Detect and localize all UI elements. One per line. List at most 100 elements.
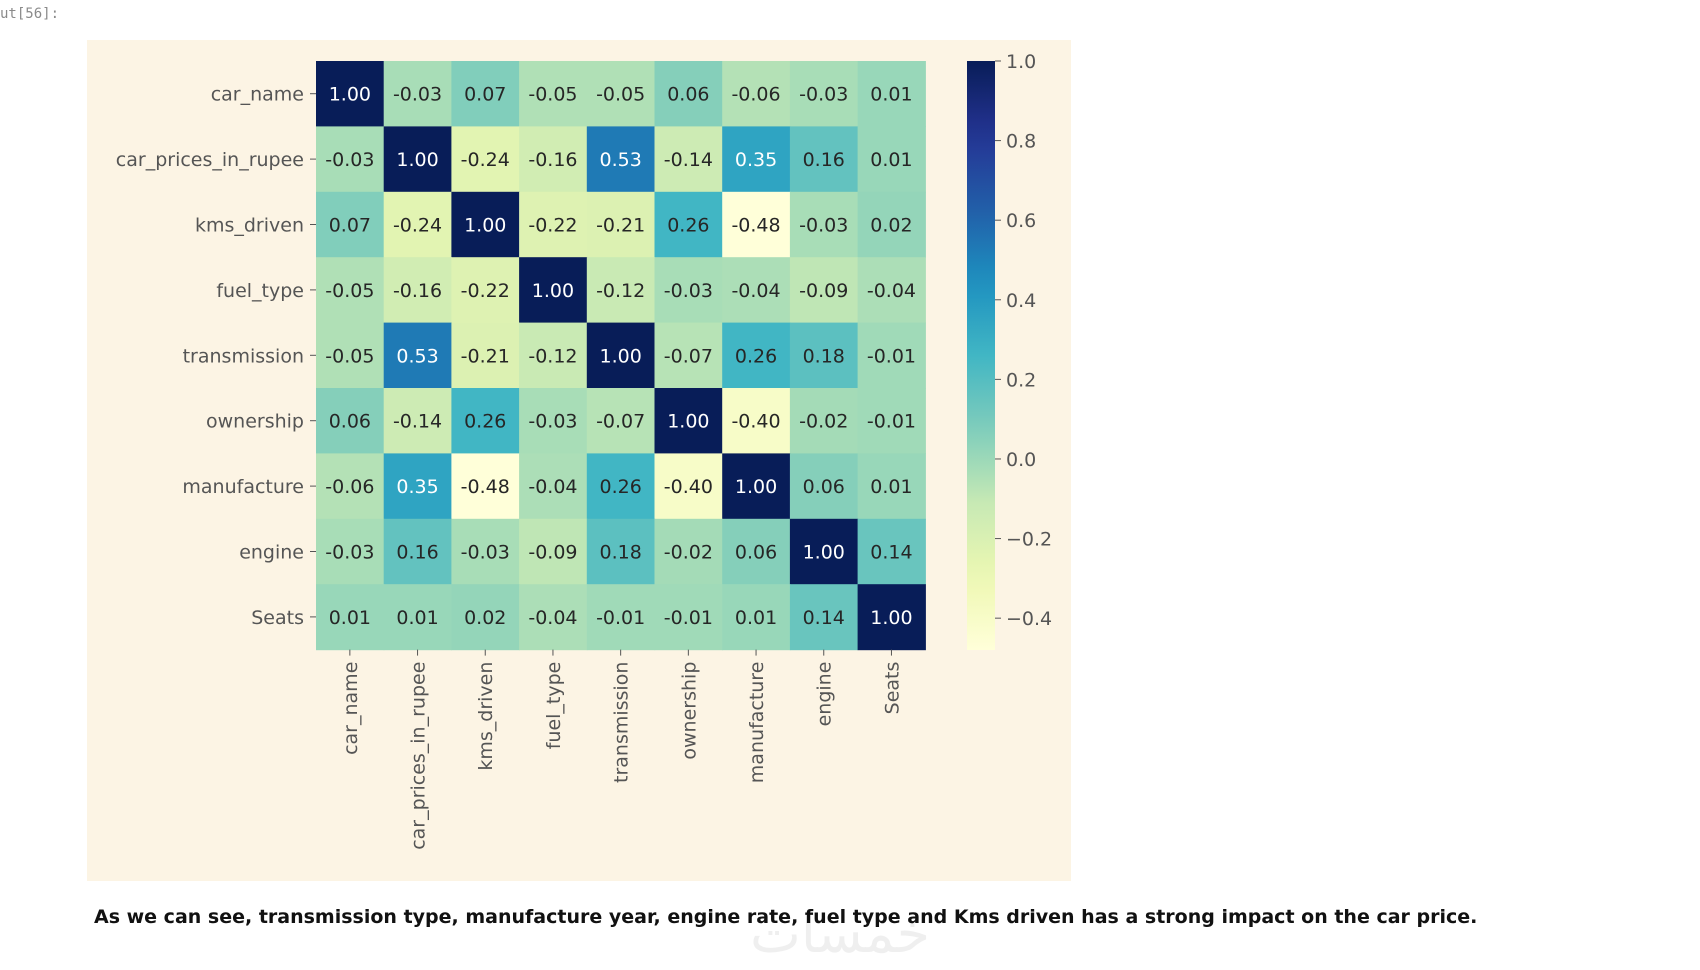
cell-annotation: -0.12 bbox=[596, 280, 645, 302]
cell-annotation: -0.03 bbox=[799, 84, 848, 106]
heatmap-cell bbox=[316, 453, 385, 520]
cell-annotation: 0.35 bbox=[735, 149, 777, 171]
cell-annotation: 0.26 bbox=[464, 411, 506, 433]
heatmap-cell bbox=[789, 322, 859, 389]
heatmap-cell bbox=[586, 191, 656, 258]
heatmap-cell bbox=[654, 453, 723, 520]
cell-annotation: 0.14 bbox=[803, 607, 845, 629]
heatmap-cell bbox=[654, 126, 723, 193]
cell-annotation: -0.24 bbox=[461, 149, 510, 171]
cell-annotation: -0.04 bbox=[528, 607, 577, 629]
heatmap-cell bbox=[586, 388, 656, 454]
y-tick-label: kms_driven bbox=[195, 215, 304, 237]
heatmap-cell bbox=[722, 191, 791, 258]
cell-annotation: 0.53 bbox=[599, 149, 641, 171]
heatmap-cell bbox=[383, 584, 452, 651]
heatmap-cell bbox=[519, 257, 588, 324]
cell-annotation: -0.16 bbox=[393, 280, 442, 302]
cell-annotation: -0.02 bbox=[799, 411, 848, 433]
cell-annotation: 1.00 bbox=[532, 280, 574, 302]
heatmap-cell bbox=[857, 61, 926, 127]
heatmap-cell bbox=[383, 61, 452, 127]
cell-annotation: -0.03 bbox=[461, 542, 510, 564]
colorbar-tick-label: 0.4 bbox=[1006, 290, 1036, 312]
heatmap-cell bbox=[383, 191, 452, 258]
cell-annotation: 0.14 bbox=[870, 542, 912, 564]
y-tick-label: car_prices_in_rupee bbox=[116, 149, 304, 171]
heatmap-cell bbox=[857, 388, 926, 454]
y-tick-label: engine bbox=[239, 542, 304, 564]
cell-annotation: 0.35 bbox=[396, 476, 438, 498]
cell-annotation: 1.00 bbox=[464, 215, 506, 237]
cell-annotation: -0.04 bbox=[867, 280, 916, 302]
cell-annotation: -0.06 bbox=[325, 476, 374, 498]
heatmap-cell bbox=[722, 584, 791, 651]
cell-annotation: -0.22 bbox=[461, 280, 510, 302]
cell-annotation: -0.04 bbox=[528, 476, 577, 498]
cell-annotation: 0.01 bbox=[870, 149, 912, 171]
heatmap-cell bbox=[519, 322, 588, 389]
y-tick-label: car_name bbox=[211, 84, 304, 106]
heatmap-cell bbox=[383, 322, 452, 389]
heatmap-cell bbox=[789, 453, 859, 520]
heatmap-cell bbox=[857, 191, 926, 258]
heatmap-cell bbox=[519, 61, 588, 127]
cell-annotation: -0.03 bbox=[664, 280, 713, 302]
heatmap-cell bbox=[857, 257, 926, 324]
cell-annotation: 0.01 bbox=[329, 607, 371, 629]
heatmap-cell bbox=[383, 518, 452, 585]
cell-annotation: 0.26 bbox=[599, 476, 641, 498]
cell-annotation: 0.02 bbox=[464, 607, 506, 629]
cell-annotation: -0.40 bbox=[664, 476, 713, 498]
y-tick-label: Seats bbox=[251, 607, 304, 629]
heatmap-cell bbox=[316, 126, 385, 193]
cell-annotation: -0.12 bbox=[528, 345, 577, 367]
cell-annotation: 0.06 bbox=[803, 476, 845, 498]
heatmap-cell bbox=[451, 61, 520, 127]
cell-annotation: 0.07 bbox=[329, 215, 371, 237]
heatmap-cell bbox=[316, 322, 385, 389]
colorbar-tick-label: 0.8 bbox=[1006, 131, 1036, 153]
cell-annotation: -0.03 bbox=[325, 149, 374, 171]
cell-annotation: -0.01 bbox=[596, 607, 645, 629]
cell-annotation: 0.26 bbox=[667, 215, 709, 237]
cell-annotation: -0.16 bbox=[528, 149, 577, 171]
heatmap-cell bbox=[451, 518, 520, 585]
heatmap-cell bbox=[722, 453, 791, 520]
heatmap-cell bbox=[789, 126, 859, 193]
heatmap-cell bbox=[789, 518, 859, 585]
heatmap-cell bbox=[383, 388, 452, 454]
cell-annotation: -0.05 bbox=[596, 84, 645, 106]
y-tick-label: transmission bbox=[183, 345, 304, 367]
cell-annotation: -0.03 bbox=[393, 84, 442, 106]
heatmap-cell bbox=[519, 584, 588, 651]
heatmap-cell bbox=[451, 388, 520, 454]
colorbar-tick-label: 0.6 bbox=[1006, 210, 1036, 232]
caption-text: As we can see, transmission type, manufa… bbox=[94, 906, 1478, 928]
heatmap-cell bbox=[316, 257, 385, 324]
y-tick-label: manufacture bbox=[182, 476, 304, 498]
colorbar-tick-label: 0.0 bbox=[1006, 449, 1036, 471]
heatmap-cell bbox=[519, 191, 588, 258]
cell-annotation: -0.48 bbox=[731, 215, 780, 237]
y-tick-label: ownership bbox=[206, 411, 304, 433]
heatmap-cell bbox=[654, 388, 723, 454]
heatmap-figure: 1.00 -0.03 0.07 -0.05 -0.05 0.06 -0.06 -0.03 0.0… bbox=[87, 40, 1071, 881]
cell-annotation: -0.02 bbox=[664, 542, 713, 564]
cell-annotation: 0.06 bbox=[329, 411, 371, 433]
cell-annotation: 0.06 bbox=[735, 542, 777, 564]
cell-annotation: 0.26 bbox=[735, 345, 777, 367]
cell-annotation: 0.53 bbox=[396, 345, 438, 367]
cell-annotation: -0.03 bbox=[799, 215, 848, 237]
cell-annotation: 1.00 bbox=[870, 607, 912, 629]
heatmap-cell bbox=[722, 388, 791, 454]
heatmap-cell bbox=[586, 322, 656, 389]
cell-annotation: -0.22 bbox=[528, 215, 577, 237]
x-tick-label: car_name bbox=[340, 662, 362, 755]
heatmap-cell bbox=[654, 518, 723, 585]
cell-annotation: 0.18 bbox=[599, 542, 641, 564]
heatmap-cell bbox=[519, 453, 588, 520]
heatmap-cell bbox=[654, 584, 723, 651]
heatmap-cell bbox=[316, 584, 385, 651]
heatmap-cell bbox=[654, 61, 723, 127]
